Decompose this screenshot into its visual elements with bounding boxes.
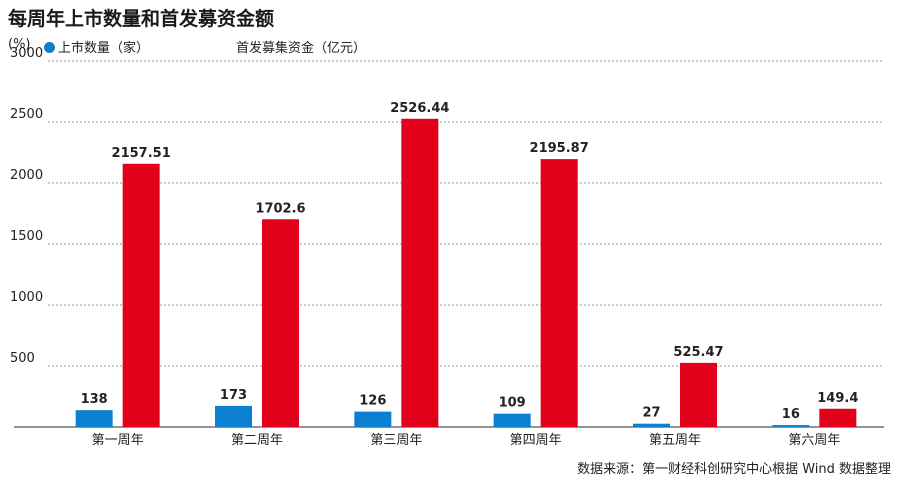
bar-series2-4 — [540, 159, 578, 427]
x-tick-label-4: 第四周年 — [510, 433, 562, 448]
x-tick-label-5: 第五周年 — [649, 433, 701, 448]
y-unit-label: (%) — [8, 37, 31, 52]
legend-item-listings: 上市数量（家） — [44, 37, 149, 56]
y-tick-label-1000: 1000 — [10, 290, 43, 305]
y-tick-label-500: 500 — [10, 351, 35, 366]
bar-series2-3 — [401, 118, 439, 427]
bar-series1-1 — [75, 410, 113, 427]
x-tick-label-1: 第一周年 — [92, 433, 144, 448]
legend-label-listings: 上市数量（家） — [58, 41, 150, 56]
data-label-series1-4: 109 — [499, 396, 526, 411]
y-tick-label-3000: 3000 — [10, 46, 43, 61]
data-label-series2-3: 2526.44 — [390, 101, 449, 116]
data-label-series1-5: 27 — [642, 406, 660, 421]
bar-series2-1 — [122, 163, 160, 427]
data-label-series2-2: 1702.6 — [255, 201, 305, 216]
data-label-series2-1: 2157.51 — [112, 146, 171, 161]
bar-series1-6 — [772, 425, 810, 427]
bar-series2-5 — [680, 362, 717, 427]
data-label-series1-3: 126 — [359, 394, 386, 409]
chart-title: 每周年上市数量和首发募资金额 — [8, 8, 275, 30]
x-tick-label-3: 第三周年 — [370, 433, 422, 448]
bar-series1-3 — [354, 411, 392, 427]
bar-series1-2 — [215, 405, 252, 427]
data-label-series2-5: 525.47 — [673, 345, 723, 360]
legend-item-ipo-funds: 首发募集资金（亿元） — [236, 37, 366, 56]
data-label-series1-6: 16 — [782, 407, 800, 422]
bar-series2-2 — [262, 219, 299, 427]
x-tick-label-6: 第六周年 — [788, 433, 840, 448]
legend-label-ipo-funds: 首发募集资金（亿元） — [236, 41, 367, 56]
x-tick-label-2: 第二周年 — [231, 433, 283, 448]
y-tick-label-2000: 2000 — [10, 168, 43, 183]
bar-series1-4 — [493, 413, 531, 427]
source-note: 数据来源：第一财经科创研究中心根据 Wind 数据整理 — [577, 462, 891, 477]
y-tick-label-2500: 2500 — [10, 107, 43, 122]
data-label-series2-6: 149.4 — [817, 391, 858, 406]
legend-dot-listings — [44, 42, 55, 53]
data-label-series1-2: 173 — [220, 388, 247, 403]
data-label-series1-1: 138 — [81, 392, 108, 407]
y-tick-label-1500: 1500 — [10, 229, 43, 244]
bar-series1-5 — [633, 423, 670, 427]
data-label-series2-4: 2195.87 — [530, 141, 589, 156]
bar-series2-6 — [819, 408, 857, 427]
